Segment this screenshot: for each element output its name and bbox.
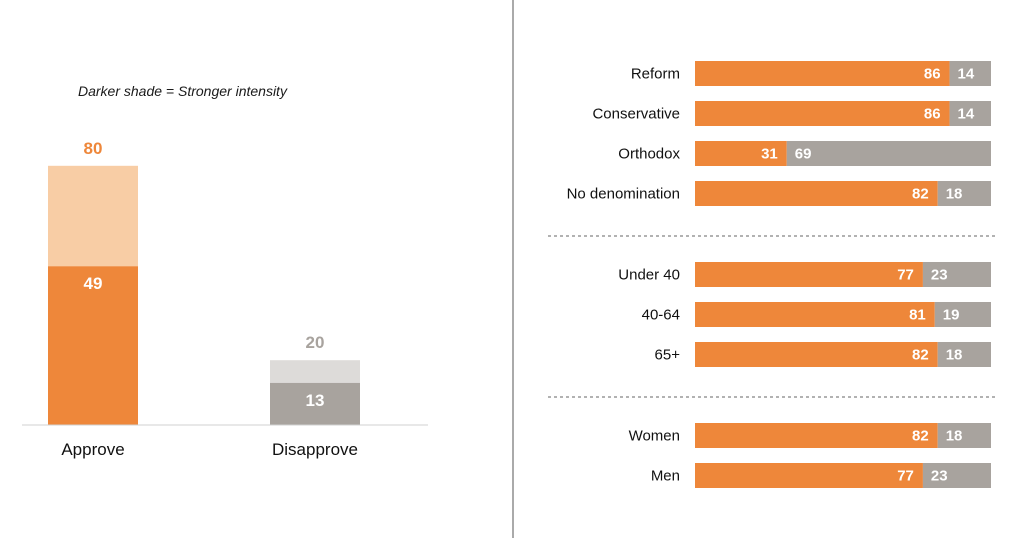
row-label-no-denomination: No denomination (567, 186, 680, 203)
value-disapprove-orthodox: 69 (795, 146, 812, 163)
bar-approve-65 (695, 342, 938, 367)
bar-approve-conservative (695, 101, 950, 126)
approve-total-bar (48, 165, 138, 267)
demographic-bar-chart: Reform 86 14 Conservative 86 14 Orthodox 31 69 No… (548, 61, 996, 488)
value-approve-conservative: 86 (924, 106, 941, 123)
value-disapprove-women: 18 (946, 428, 963, 445)
disapprove-strong-bar (270, 382, 360, 425)
bar-disapprove-under-40 (922, 262, 991, 287)
bar-disapprove-40-64 (934, 302, 991, 327)
bar-disapprove-conservative (949, 101, 991, 126)
bar-approve-under-40 (695, 262, 923, 287)
disapprove-strong-value-label: 13 (306, 391, 325, 410)
row-label-40-64: 40-64 (642, 307, 680, 324)
bar-approve-no-denomination (695, 181, 938, 206)
bar-approve-women (695, 423, 938, 448)
bar-disapprove-men (922, 463, 991, 488)
value-disapprove-under-40: 23 (931, 267, 948, 284)
value-disapprove-65: 18 (946, 347, 963, 364)
value-approve-no-denomination: 82 (912, 186, 929, 203)
value-disapprove-40-64: 19 (943, 307, 960, 324)
approval-column-chart: Darker shade = Stronger intensity 49 80 Ap… (22, 83, 428, 459)
value-approve-40-64: 81 (909, 307, 926, 324)
approve-strong-bar (48, 266, 138, 425)
row-label-under-40: Under 40 (618, 267, 680, 284)
value-approve-orthodox: 31 (761, 146, 778, 163)
bar-approve-orthodox (695, 141, 787, 166)
bar-disapprove-no-denomination (937, 181, 991, 206)
bar-disapprove-reform (949, 61, 991, 86)
row-label-women: Women (629, 428, 680, 445)
bar-disapprove-orthodox (786, 141, 991, 166)
value-disapprove-men: 23 (931, 468, 948, 485)
disapprove-total-bar (270, 360, 360, 383)
disapprove-total-value-label: 20 (306, 333, 325, 352)
value-approve-reform: 86 (924, 66, 941, 83)
bar-approve-men (695, 463, 923, 488)
value-disapprove-reform: 14 (958, 66, 975, 83)
approve-total-value-label: 80 (84, 139, 103, 158)
value-approve-under-40: 77 (897, 267, 914, 284)
bar-disapprove-65 (937, 342, 991, 367)
value-disapprove-conservative: 14 (958, 106, 975, 123)
approve-strong-value-label: 49 (84, 274, 103, 293)
row-label-orthodox: Orthodox (618, 146, 680, 163)
value-approve-men: 77 (897, 468, 914, 485)
intensity-note: Darker shade = Stronger intensity (78, 83, 288, 99)
bar-approve-40-64 (695, 302, 935, 327)
value-disapprove-no-denomination: 18 (946, 186, 963, 203)
value-approve-women: 82 (912, 428, 929, 445)
value-approve-65: 82 (912, 347, 929, 364)
bar-disapprove-women (937, 423, 991, 448)
row-label-reform: Reform (631, 66, 680, 83)
row-label-conservative: Conservative (592, 106, 680, 123)
bar-approve-reform (695, 61, 950, 86)
disapprove-category-label: Disapprove (272, 440, 358, 459)
row-label-men: Men (651, 468, 680, 485)
approve-category-label: Approve (61, 440, 124, 459)
row-label-65: 65+ (655, 347, 681, 364)
